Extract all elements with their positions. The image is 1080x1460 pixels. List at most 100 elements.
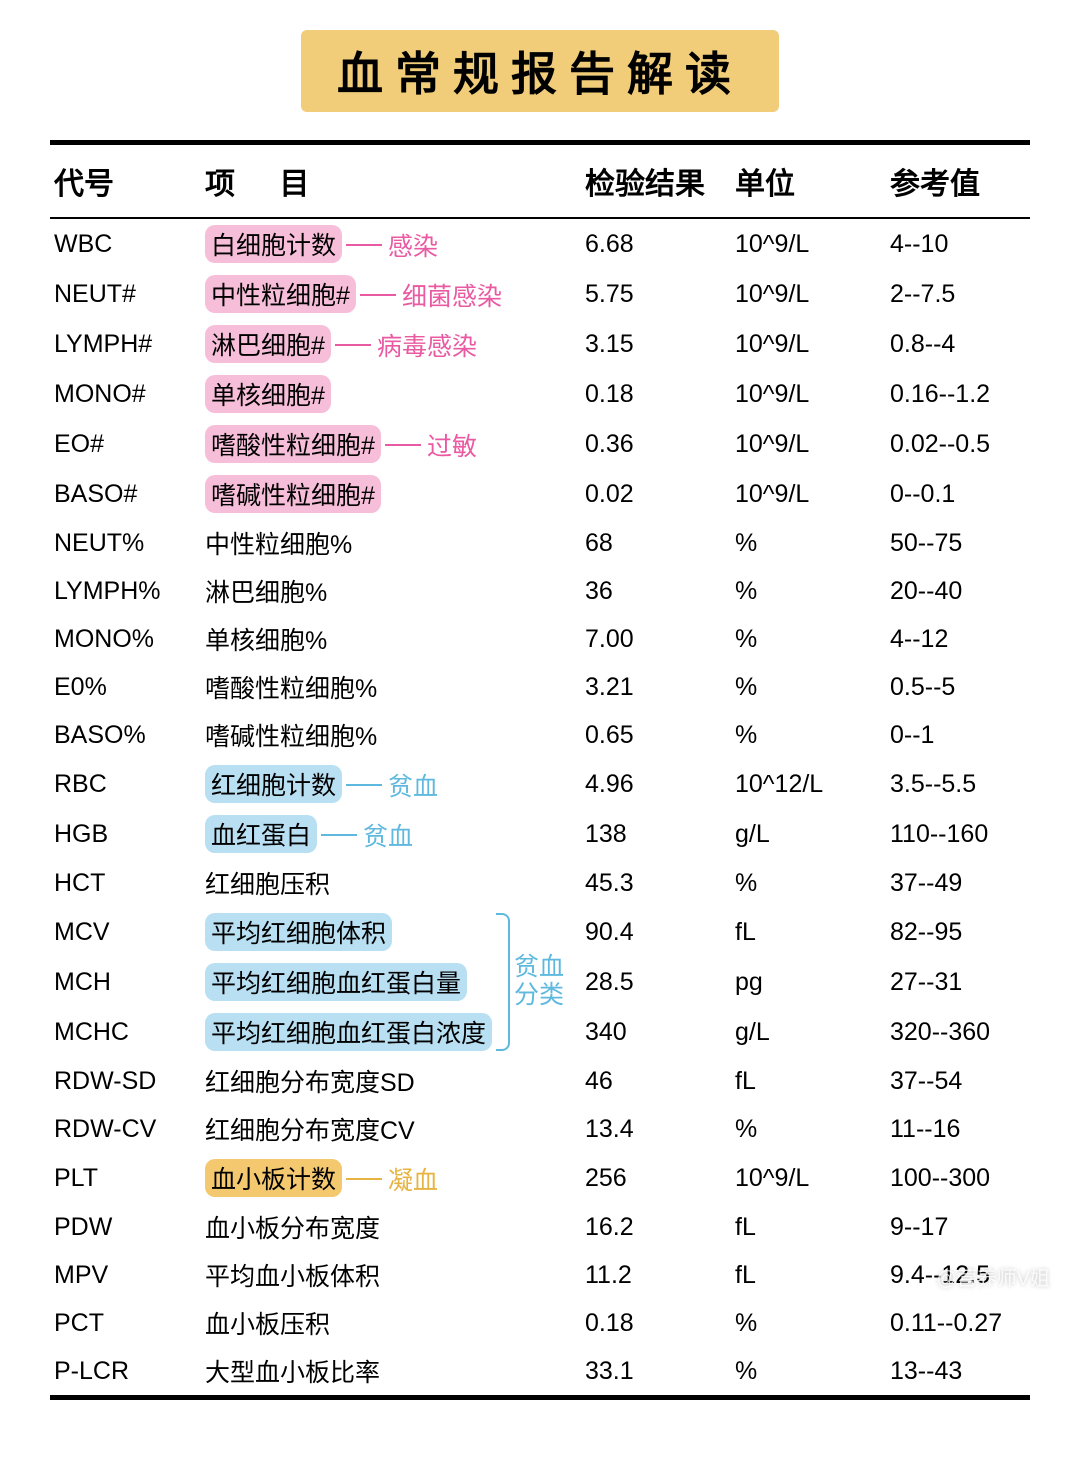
annotation-line [346,784,382,786]
annotation-label: 凝血 [388,1161,438,1197]
cell-ref: 0.8--4 [890,330,1030,359]
annotation-line [346,244,382,246]
cell-result: 16.2 [585,1213,735,1242]
header-ref: 参考值 [890,159,1030,203]
table-row: MCV平均红细胞体积90.4fL82--95 [50,907,1030,957]
cell-ref: 20--40 [890,577,1030,606]
table-row: NEUT#中性粒细胞#细菌感染5.7510^9/L2--7.5 [50,269,1030,319]
table-row: RDW-SD红细胞分布宽度SD46fL37--54 [50,1057,1030,1105]
item-text: 红细胞分布宽度CV [205,1117,415,1145]
cell-unit: % [735,1309,890,1338]
watermark: @营养师V姐 [936,1262,1050,1291]
cell-result: 46 [585,1067,735,1096]
table-row: RBC红细胞计数贫血4.9610^12/L3.5--5.5 [50,759,1030,809]
cell-result: 6.68 [585,230,735,259]
table-row: EO#嗜酸性粒细胞#过敏0.3610^9/L0.02--0.5 [50,419,1030,469]
cell-item: 平均红细胞血红蛋白浓度 [205,1013,585,1051]
cell-code: MCV [50,918,205,947]
cell-ref: 11--16 [890,1115,1030,1144]
annotation-line [346,1178,382,1180]
cell-result: 3.21 [585,673,735,702]
group-brace [496,913,510,1051]
cell-code: NEUT# [50,280,205,309]
cell-ref: 13--43 [890,1357,1030,1386]
annotation-line [335,344,371,346]
cell-unit: 10^12/L [735,770,890,799]
cell-code: WBC [50,230,205,259]
cell-ref: 50--75 [890,529,1030,558]
cell-ref: 0.16--1.2 [890,380,1030,409]
cell-unit: 10^9/L [735,1164,890,1193]
item-text: 单核细胞% [205,627,327,655]
table-row: MONO#单核细胞#0.1810^9/L0.16--1.2 [50,369,1030,419]
table-body: WBC白细胞计数感染6.6810^9/L4--10NEUT#中性粒细胞#细菌感染… [50,219,1030,1395]
cell-item: 中性粒细胞# 细菌感染 [205,275,585,313]
table-row: MPV平均血小板体积11.2fL9.4--12.5 [50,1251,1030,1299]
cell-unit: fL [735,1261,890,1290]
cell-ref: 110--160 [890,820,1030,849]
table-row: HGB血红蛋白贫血138g/L110--160 [50,809,1030,859]
highlighted-item: 白细胞计数 [205,225,342,263]
cell-unit: 10^9/L [735,430,890,459]
cell-ref: 3.5--5.5 [890,770,1030,799]
cell-code: MONO% [50,625,205,654]
cell-code: NEUT% [50,529,205,558]
cell-result: 7.00 [585,625,735,654]
cell-ref: 27--31 [890,968,1030,997]
cell-result: 36 [585,577,735,606]
cell-item: 单核细胞# [205,375,585,413]
cell-item: 红细胞计数贫血 [205,765,585,803]
cell-code: RDW-CV [50,1115,205,1144]
cell-unit: % [735,869,890,898]
annotation-label: 细菌感染 [402,277,502,313]
highlighted-item: 嗜酸性粒细胞# [205,425,381,463]
cell-code: BASO# [50,480,205,509]
cell-code: LYMPH% [50,577,205,606]
table-row: BASO%嗜碱性粒细胞%0.65%0--1 [50,711,1030,759]
cell-result: 28.5 [585,968,735,997]
highlighted-item: 血红蛋白 [205,815,317,853]
cell-unit: 10^9/L [735,280,890,309]
cell-result: 11.2 [585,1261,735,1290]
annotation-label: 病毒感染 [377,327,477,363]
cell-unit: g/L [735,1018,890,1047]
cell-ref: 0.5--5 [890,673,1030,702]
cell-item: 嗜碱性粒细胞% [205,717,585,753]
cell-unit: fL [735,1213,890,1242]
table-row: PCT血小板压积0.18%0.11--0.27 [50,1299,1030,1347]
cell-code: RDW-SD [50,1067,205,1096]
header-result: 检验结果 [585,159,735,203]
table-row: MONO%单核细胞%7.00%4--12 [50,615,1030,663]
cell-code: P-LCR [50,1357,205,1386]
cell-code: PCT [50,1309,205,1338]
annotation-label: 过敏 [427,427,477,463]
table-row: RDW-CV红细胞分布宽度CV13.4%11--16 [50,1105,1030,1153]
annotation-line [385,444,421,446]
cell-code: PDW [50,1213,205,1242]
highlighted-item: 中性粒细胞# [205,275,356,313]
cell-result: 0.02 [585,480,735,509]
table-row: E0%嗜酸性粒细胞%3.21%0.5--5 [50,663,1030,711]
table-row: P-LCR大型血小板比率33.1%13--43 [50,1347,1030,1395]
cell-result: 45.3 [585,869,735,898]
table-row: MCHC平均红细胞血红蛋白浓度340g/L320--360 [50,1007,1030,1057]
cell-item: 血小板计数 凝血 [205,1159,585,1197]
cell-unit: % [735,625,890,654]
item-text: 淋巴细胞% [205,579,327,607]
cell-ref: 320--360 [890,1018,1030,1047]
highlighted-item: 血小板计数 [205,1159,342,1197]
cell-item: 平均血小板体积 [205,1257,585,1293]
table-header-row: 代号 项 目 检验结果 单位 参考值 [50,145,1030,219]
cell-item: 中性粒细胞% [205,525,585,561]
cell-result: 340 [585,1018,735,1047]
cell-item: 嗜酸性粒细胞% [205,669,585,705]
header-item: 项 目 [205,159,585,203]
report-page: 血常规报告解读 代号 项 目 检验结果 单位 参考值 WBC白细胞计数感染6.6… [0,0,1080,1460]
cell-unit: % [735,577,890,606]
item-text: 红细胞压积 [205,871,330,899]
cell-unit: fL [735,1067,890,1096]
cell-item: 淋巴细胞#病毒感染 [205,325,585,363]
cell-code: LYMPH# [50,330,205,359]
cell-code: PLT [50,1164,205,1193]
cell-code: HGB [50,820,205,849]
